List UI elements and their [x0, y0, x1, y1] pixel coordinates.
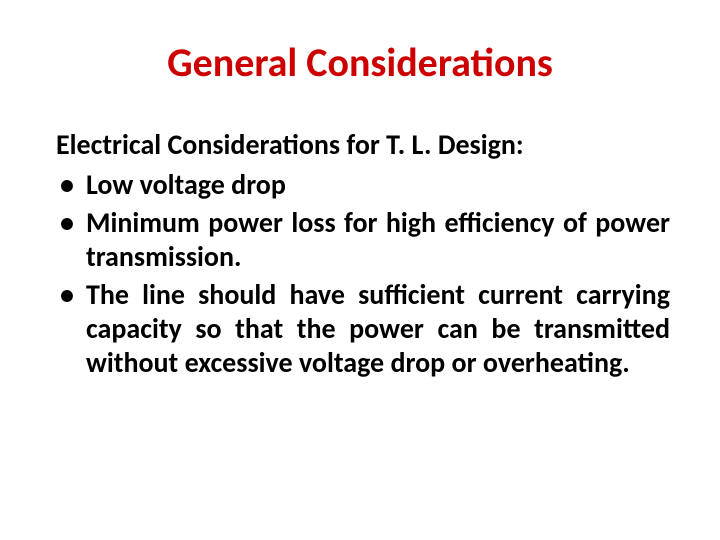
bullet-list: Low voltage drop Minimum power loss for …	[50, 168, 670, 380]
subheading: Electrical Considerations for T. L. Desi…	[56, 127, 670, 162]
list-item: Low voltage drop	[50, 168, 670, 202]
list-item: The line should have sufficient current …	[50, 278, 670, 380]
list-item: Minimum power loss for high efficiency o…	[50, 206, 670, 274]
slide: General Considerations Electrical Consid…	[0, 0, 720, 540]
slide-title: General Considerations	[50, 38, 670, 87]
